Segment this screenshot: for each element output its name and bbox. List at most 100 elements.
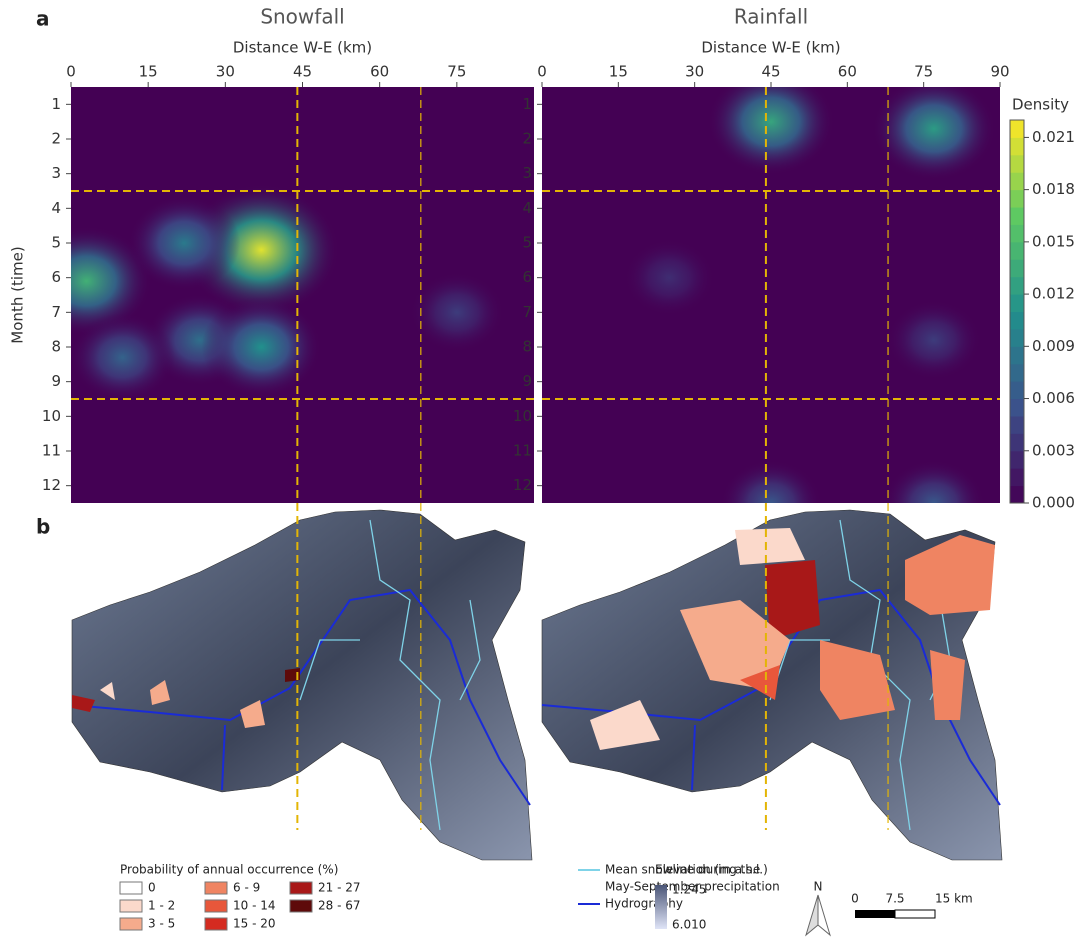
y-tick-label: 1 [51, 95, 61, 113]
colorbar-step [1010, 207, 1024, 225]
colorbar-step [1010, 346, 1024, 364]
x-tick-label: 60 [370, 63, 389, 81]
legend-label: 6 - 9 [233, 881, 260, 895]
colorbar-step [1010, 242, 1024, 260]
colorbar-step [1010, 399, 1024, 417]
y-tick-label: 2 [522, 130, 532, 148]
colorbar-tick-label: 0.018 [1032, 180, 1075, 198]
panel-label: a [36, 7, 50, 31]
elevation-ramp [655, 885, 667, 929]
legend-label: 3 - 5 [148, 917, 175, 931]
y-tick-label: 2 [51, 130, 61, 148]
colorbar-step [1010, 190, 1024, 208]
colorbar-tick-label: 0.021 [1032, 128, 1075, 146]
colorbar-step [1010, 433, 1024, 451]
legend-label: 0 [148, 881, 156, 895]
panel-label: b [36, 515, 50, 539]
colorbar-step [1010, 155, 1024, 173]
legend-swatch [290, 900, 312, 912]
legend-label: 1 - 2 [148, 899, 175, 913]
legend-swatch [290, 882, 312, 894]
density-peak [887, 300, 981, 380]
legend-label: Hydrography [605, 897, 683, 911]
legend-label: 1.245 [672, 883, 706, 897]
y-tick-label: 9 [51, 372, 61, 390]
x-tick-label: 75 [447, 63, 466, 81]
legend-swatch [120, 918, 142, 930]
colorbar-step [1010, 312, 1024, 330]
y-axis-label: Month (time) [9, 246, 27, 343]
y-tick-label: 12 [42, 476, 61, 494]
north-label: N [814, 880, 823, 894]
colorbar-step [1010, 277, 1024, 295]
colorbar-step [1010, 259, 1024, 277]
colorbar-label: Density [1012, 96, 1069, 114]
colorbar-tick-label: 0.015 [1032, 232, 1075, 250]
x-axis-label: Distance W-E (km) [701, 39, 840, 57]
x-tick-label: 0 [66, 63, 76, 81]
x-tick-label: 90 [990, 63, 1009, 81]
colorbar-step [1010, 172, 1024, 190]
scale-bar [855, 910, 895, 918]
legend-title: Elevation (m a.s.l.) [655, 863, 768, 877]
colorbar-tick-label: 0.012 [1032, 285, 1075, 303]
density-peak [70, 313, 175, 402]
colorbar-step [1010, 364, 1024, 382]
colorbar-step [1010, 468, 1024, 486]
x-tick-label: 15 [139, 63, 158, 81]
colorbar-step [1010, 381, 1024, 399]
legend-label: 6.010 [672, 918, 706, 932]
density-peak [128, 196, 240, 291]
density-peak [872, 77, 995, 181]
x-tick-label: 15 [609, 63, 628, 81]
colorbar-tick-label: 0.003 [1032, 441, 1075, 459]
colorbar-tick-label: 0.006 [1032, 389, 1075, 407]
colorbar-step [1010, 137, 1024, 155]
legend-swatch [120, 900, 142, 912]
y-tick-label: 7 [51, 303, 61, 321]
x-tick-label: 45 [761, 63, 780, 81]
y-tick-label: 4 [51, 199, 61, 217]
legend-label: 28 - 67 [318, 899, 361, 913]
colorbar-tick-label: 0.009 [1032, 337, 1075, 355]
map-snowfall [72, 510, 532, 860]
colorbar-tick-label: 0.000 [1032, 494, 1075, 512]
y-tick-label: 4 [522, 199, 532, 217]
legend-title: Probability of annual occurrence (%) [120, 863, 338, 877]
chart-title: Rainfall [734, 5, 808, 29]
x-axis-label: Distance W-E (km) [233, 39, 372, 57]
density-peak [202, 297, 322, 398]
y-tick-label: 12 [513, 476, 532, 494]
legend-swatch [120, 882, 142, 894]
scale-label: 0 [851, 892, 859, 906]
scale-label: 7.5 [885, 892, 904, 906]
y-tick-label: 1 [522, 95, 532, 113]
x-tick-label: 75 [914, 63, 933, 81]
chart-title: Snowfall [260, 5, 344, 29]
x-tick-label: 60 [838, 63, 857, 81]
y-tick-label: 6 [522, 268, 532, 286]
north-arrow [806, 895, 830, 935]
y-tick-label: 5 [51, 234, 61, 252]
y-tick-label: 5 [522, 234, 532, 252]
y-tick-label: 9 [522, 372, 532, 390]
y-tick-label: 6 [51, 268, 61, 286]
y-tick-label: 3 [51, 164, 61, 182]
y-tick-label: 10 [42, 407, 61, 425]
x-tick-label: 30 [685, 63, 704, 81]
y-tick-label: 11 [513, 442, 532, 460]
density-peak [624, 239, 715, 316]
colorbar-step [1010, 486, 1024, 504]
y-tick-label: 3 [522, 164, 532, 182]
legend-label: 21 - 27 [318, 881, 361, 895]
y-tick-label: 7 [522, 303, 532, 321]
x-tick-label: 45 [293, 63, 312, 81]
colorbar-step [1010, 416, 1024, 434]
legend-label: 10 - 14 [233, 899, 276, 913]
y-tick-label: 10 [513, 407, 532, 425]
colorbar-step [1010, 120, 1024, 138]
colorbar-step [1010, 329, 1024, 347]
legend-swatch [205, 918, 227, 930]
x-tick-label: 30 [216, 63, 235, 81]
legend-swatch [205, 900, 227, 912]
